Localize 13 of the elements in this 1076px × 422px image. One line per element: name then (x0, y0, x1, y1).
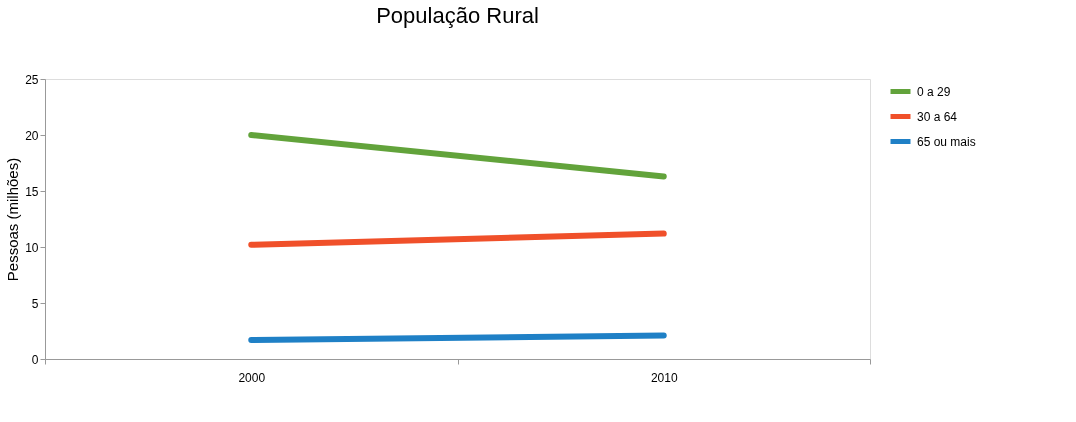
y-axis-title: Pessoas (milhões) (4, 157, 22, 282)
legend-label: 0 a 29 (917, 84, 951, 99)
legend-label: 30 a 64 (917, 109, 958, 124)
x-tick-label: 2000 (238, 370, 266, 385)
y-tick-label: 5 (31, 296, 39, 311)
y-tick-label: 15 (25, 184, 39, 199)
x-tick-label: 2010 (650, 370, 678, 385)
y-tick-label: 20 (25, 128, 39, 143)
y-tick-label: 10 (25, 240, 39, 255)
y-tick-label: 0 (31, 352, 39, 367)
y-tick-label: 25 (25, 72, 39, 87)
chart-title: População Rural (376, 3, 539, 28)
legend-label: 65 ou mais (917, 134, 976, 149)
